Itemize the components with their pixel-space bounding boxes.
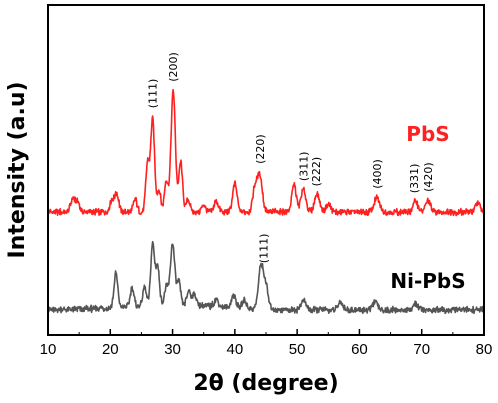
x-axis: 10 20 30 40 50 60 70 80 — [40, 329, 493, 358]
x-tick-label: 20 — [102, 341, 119, 358]
x-tick-label: 10 — [40, 341, 57, 358]
series-line-pbs — [47, 88, 485, 217]
x-tick-label: 40 — [227, 341, 244, 358]
peak-label: (220) — [254, 134, 267, 164]
x-tick-label: 60 — [351, 341, 368, 358]
peak-label: (420) — [422, 162, 435, 192]
peak-label: (111) — [258, 234, 271, 264]
peak-label: (311) — [297, 152, 310, 182]
peak-label: (222) — [310, 157, 323, 187]
x-tick-label: 50 — [289, 341, 306, 358]
series-line-ni-pbs — [47, 240, 485, 315]
x-tick-label: 30 — [164, 341, 181, 358]
series-labels: PbS Ni-PbS — [390, 122, 465, 293]
series-label-ni-pbs: Ni-PbS — [390, 269, 465, 293]
x-tick-label: 80 — [476, 341, 493, 358]
y-axis-title: Intensity (a.u) — [5, 81, 30, 258]
peak-label: (400) — [371, 159, 384, 189]
x-tick-label: 70 — [413, 341, 430, 358]
peak-annotations: (111) (200) (220) (311) (222) (400) (331) (420)… — [147, 52, 435, 263]
plot-area — [47, 88, 485, 315]
peak-label: (331) — [408, 164, 421, 194]
x-axis-title: 2θ (degree) — [193, 371, 338, 396]
peak-label: (200) — [167, 52, 180, 82]
peak-label: (111) — [147, 79, 160, 109]
series-label-pbs: PbS — [406, 122, 449, 146]
